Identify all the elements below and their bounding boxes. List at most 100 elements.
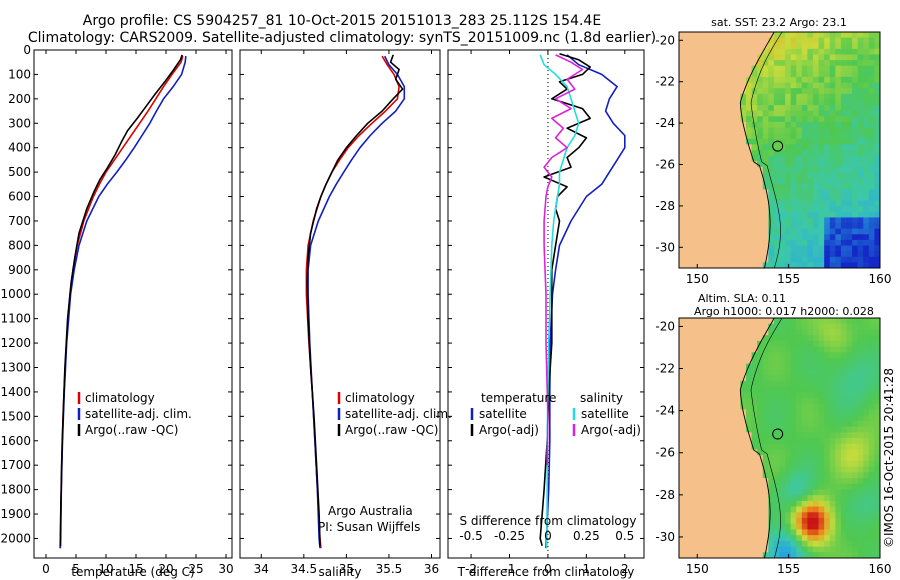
map-ytick-label: -24 [655, 404, 675, 418]
salinity-xlabel: salinity [318, 565, 361, 579]
map-ytick-label: -26 [655, 446, 675, 460]
ytick-label: 1500 [0, 409, 31, 423]
map-xtick-label: 155 [777, 562, 800, 576]
depth-contour [750, 32, 783, 268]
map-xtick-label: 150 [686, 272, 709, 286]
map-ytick-label: -24 [655, 116, 675, 130]
legend-label: satellite-adj. clim. [85, 407, 192, 421]
legend-label: satellite [581, 407, 629, 421]
xtick-label: 2 [621, 562, 629, 576]
ytick-label: 1700 [0, 458, 31, 472]
xtick-label: 0 [42, 562, 50, 576]
xtick-label: 25 [188, 562, 203, 576]
ytick-label: 600 [8, 190, 31, 204]
ytick-label: 700 [8, 214, 31, 228]
salinity-frame [239, 49, 441, 559]
ytick-label: 500 [8, 165, 31, 179]
ytick-label: 1100 [0, 312, 31, 326]
footer-timestamp: ©IMOS 16-Oct-2015 20:41:28 [882, 368, 896, 548]
xtick-label: -2 [465, 562, 477, 576]
annotation-pi: PI: Susan Wijffels [318, 520, 420, 534]
sst-map-panel: sat. SST: 23.2 Argo: 23.1 150 155 160 -20 -2… [655, 16, 891, 286]
temperature-frame [33, 49, 233, 559]
map-xtick-label: 155 [777, 272, 800, 286]
ytick-label: 1900 [0, 507, 31, 521]
xtick-label: 30 [218, 562, 233, 576]
legend-header-temperature: temperature [481, 391, 556, 405]
top-tick-label: 0.5 [615, 529, 634, 543]
ytick-label: 1300 [0, 361, 31, 375]
series-satellite-adj-clim- [307, 55, 406, 549]
series-salinity-argo-adj- [543, 54, 584, 466]
top-tick-label: -0.25 [494, 529, 525, 543]
figure-title-line1: Argo profile: CS 5904257_81 10-Oct-2015 … [83, 13, 601, 29]
ytick-label: 2000 [0, 531, 31, 545]
ytick-label: 900 [8, 263, 31, 277]
top-tick-label: 0 [544, 529, 552, 543]
depth-contour [750, 318, 783, 558]
legend-label: Argo(-adj) [479, 423, 539, 437]
map-ytick-label: -20 [655, 319, 675, 333]
ytick-label: 1800 [0, 483, 31, 497]
xtick-label: 34 [254, 562, 269, 576]
xtick-label: 35 [339, 562, 354, 576]
map-xtick-label: 150 [686, 562, 709, 576]
map-xtick-label: 160 [869, 562, 892, 576]
legend-label: Argo(..raw -QC) [345, 423, 438, 437]
series-argo-raw-qc- [306, 54, 404, 546]
ytick-label: 1600 [0, 434, 31, 448]
top-tick-label: -0.5 [459, 529, 482, 543]
series-climatology [59, 55, 184, 549]
difference-panel: -2 -1 0 1 2 T difference from climatology S … [447, 49, 645, 579]
salinity-panel: 34 34.5 35 35.5 36 salinity climatology satel… [239, 49, 452, 579]
legend-label: Argo(-adj) [581, 423, 641, 437]
map-ytick-label: -28 [655, 199, 675, 213]
temperature-legend: climatology satellite-adj. clim. Argo(..ra… [77, 391, 192, 437]
xtick-label: 0 [544, 562, 552, 576]
ytick-label: 0 [23, 43, 31, 57]
ytick-label: 200 [8, 92, 31, 106]
xtick-label: 15 [128, 562, 143, 576]
series-climatology [305, 55, 400, 549]
map-ytick-label: -30 [655, 530, 675, 544]
difference-legend: temperature salinity satellite Argo(-adj) sa… [470, 391, 641, 437]
figure-title-line2: Climatology: CARS2009. Satellite-adjuste… [28, 30, 656, 46]
sla-map-panel: Altim. SLA: 0.11 Argo h1000: 0.017 h2000… [655, 292, 891, 576]
difference-xlabel: T difference from climatology [457, 565, 635, 579]
xtick-label: 5 [72, 562, 80, 576]
difference-top-label: S difference from climatology [460, 514, 637, 528]
difference-frame [447, 49, 645, 559]
legend-label: satellite-adj. clim. [345, 407, 452, 421]
map-ytick-label: -28 [655, 488, 675, 502]
xtick-label: 10 [98, 562, 113, 576]
ytick-label: 400 [8, 141, 31, 155]
salinity-legend: climatology satellite-adj. clim. Argo(..ra… [337, 391, 452, 437]
series-temperature-satellite [545, 54, 626, 549]
xtick-label: -1 [504, 562, 516, 576]
map-xtick-label: 160 [869, 272, 892, 286]
xtick-label: 1 [583, 562, 591, 576]
map-ytick-label: -22 [655, 75, 675, 89]
ytick-label: 100 [8, 67, 31, 81]
sst-map-title: sat. SST: 23.2 Argo: 23.1 [711, 16, 847, 29]
map-ytick-label: -20 [655, 33, 675, 47]
legend-label: Argo(..raw -QC) [85, 423, 178, 437]
series-argo-raw-qc- [59, 54, 183, 546]
argo-position-marker [772, 428, 784, 440]
map-ytick-label: -22 [655, 362, 675, 376]
ytick-label: 800 [8, 238, 31, 252]
sla-map-title-line1: Altim. SLA: 0.11 [698, 292, 786, 305]
sla-map-title-line2: Argo h1000: 0.017 h2000: 0.028 [694, 305, 874, 318]
xtick-label: 20 [158, 562, 173, 576]
ytick-label: 300 [8, 116, 31, 130]
ytick-label: 1400 [0, 385, 31, 399]
series-satellite-adj-clim- [59, 56, 187, 549]
temperature-xlabel: temperature (deg C) [71, 565, 194, 579]
ytick-label: 1000 [0, 287, 31, 301]
xtick-label: 36 [424, 562, 439, 576]
xtick-label: 35.5 [376, 562, 403, 576]
legend-label: satellite [479, 407, 527, 421]
map-ytick-label: -30 [655, 240, 675, 254]
map-ytick-label: -26 [655, 157, 675, 171]
